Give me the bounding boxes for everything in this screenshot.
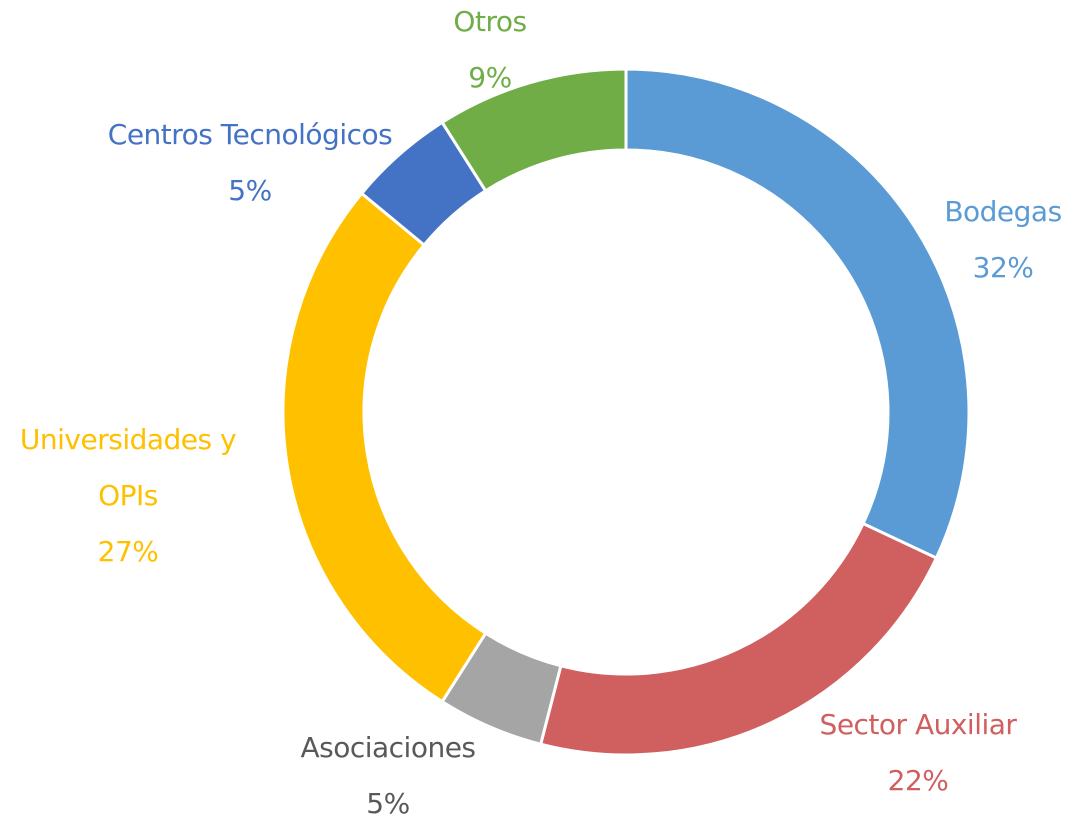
category-label: Otros [453, 5, 527, 38]
value-label: 9% [468, 61, 512, 94]
donut-slice [440, 67, 628, 193]
value-label: 32% [972, 251, 1034, 284]
donut-slice [281, 191, 488, 704]
category-label: Centros Tecnológicos [107, 118, 393, 151]
donut-slice [624, 67, 971, 561]
category-label: Asociaciones [300, 731, 476, 764]
category-label: Universidades y OPIs [19, 423, 237, 512]
data-label: Bodegas 32% [803, 184, 1071, 296]
category-label: Sector Auxiliar [819, 708, 1017, 741]
data-label: Otros 9% [290, 0, 690, 106]
data-label: Universidades y OPIs 27% [8, 412, 248, 580]
value-label: 22% [887, 764, 949, 797]
data-label: Centros Tecnológicos 5% [50, 107, 450, 219]
value-label: 27% [97, 535, 159, 568]
data-label: Asociaciones 5% [188, 720, 588, 832]
category-label: Bodegas [944, 195, 1062, 228]
value-label: 5% [228, 174, 272, 207]
value-label: 5% [366, 787, 410, 820]
data-label: Sector Auxiliar 22% [718, 697, 1071, 809]
